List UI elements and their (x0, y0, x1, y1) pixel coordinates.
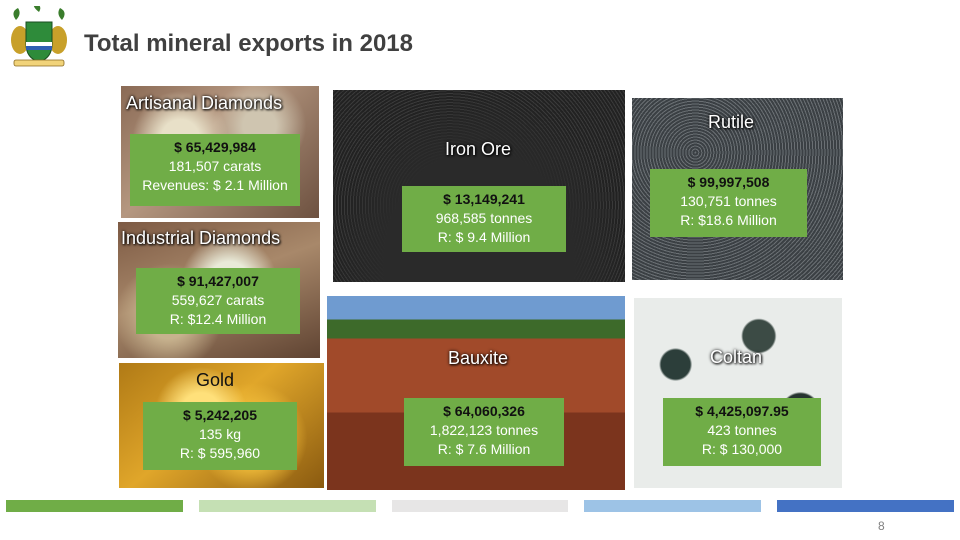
artisanal-diamonds-label: Artisanal Diamonds (126, 93, 283, 113)
footer-bar-light-blue (584, 500, 761, 512)
rutile-label: Rutile (708, 112, 755, 132)
bauxite-value: $ 64,060,326 (443, 403, 525, 419)
iron-ore-box: $ 13,149,241 968,585 tonnes R: $ 9.4 Mil… (402, 186, 566, 252)
footer-bar-gray (392, 500, 568, 512)
page-title: Total mineral exports in 2018 (84, 30, 414, 57)
artisanal-diamonds-revenue: Revenues: $ 2.1 Million (142, 177, 288, 193)
artisanal-diamonds-qty: 181,507 carats (168, 158, 262, 174)
rutile-box: $ 99,997,508 130,751 tonnes R: $18.6 Mil… (650, 169, 807, 237)
page-number: 8 (878, 519, 885, 533)
rutile-revenue: R: $18.6 Million (680, 212, 777, 228)
coltan-value: $ 4,425,097.95 (695, 403, 789, 419)
industrial-diamonds-box: $ 91,427,007 559,627 carats R: $12.4 Mil… (136, 268, 300, 334)
coat-of-arms-icon (11, 6, 67, 67)
iron-ore-revenue: R: $ 9.4 Million (437, 229, 531, 245)
industrial-diamonds-revenue: R: $12.4 Million (169, 311, 267, 327)
industrial-diamonds-value: $ 91,427,007 (177, 273, 259, 289)
bauxite-label: Bauxite (448, 348, 509, 368)
gold-revenue: R: $ 595,960 (179, 445, 261, 461)
coltan-revenue: R: $ 130,000 (701, 441, 783, 457)
footer-bar-light-green (199, 500, 376, 512)
iron-ore-qty: 968,585 tonnes (435, 210, 533, 226)
artisanal-diamonds-box: $ 65,429,984 181,507 carats Revenues: $ … (130, 134, 300, 206)
gold-qty: 135 kg (198, 426, 242, 442)
bauxite-revenue: R: $ 7.6 Million (437, 441, 531, 457)
footer-bar-blue (777, 500, 954, 512)
industrial-diamonds-label: Industrial Diamonds (121, 228, 281, 248)
rutile-qty: 130,751 tonnes (680, 193, 777, 209)
industrial-diamonds-qty: 559,627 carats (171, 292, 265, 308)
bauxite-box: $ 64,060,326 1,822,123 tonnes R: $ 7.6 M… (404, 398, 564, 466)
footer-bar-green (6, 500, 183, 512)
rutile-value: $ 99,997,508 (687, 174, 770, 190)
gold-label: Gold (196, 370, 235, 390)
iron-ore-value: $ 13,149,241 (443, 191, 525, 207)
coltan-box: $ 4,425,097.95 423 tonnes R: $ 130,000 (663, 398, 821, 466)
gold-box: $ 5,242,205 135 kg R: $ 595,960 (143, 402, 297, 470)
coltan-label: Coltan (710, 347, 763, 367)
gold-value: $ 5,242,205 (183, 407, 257, 423)
bauxite-qty: 1,822,123 tonnes (429, 422, 539, 438)
artisanal-diamonds-value: $ 65,429,984 (174, 139, 256, 155)
coltan-qty: 423 tonnes (707, 422, 777, 438)
iron-ore-label: Iron Ore (445, 139, 512, 159)
